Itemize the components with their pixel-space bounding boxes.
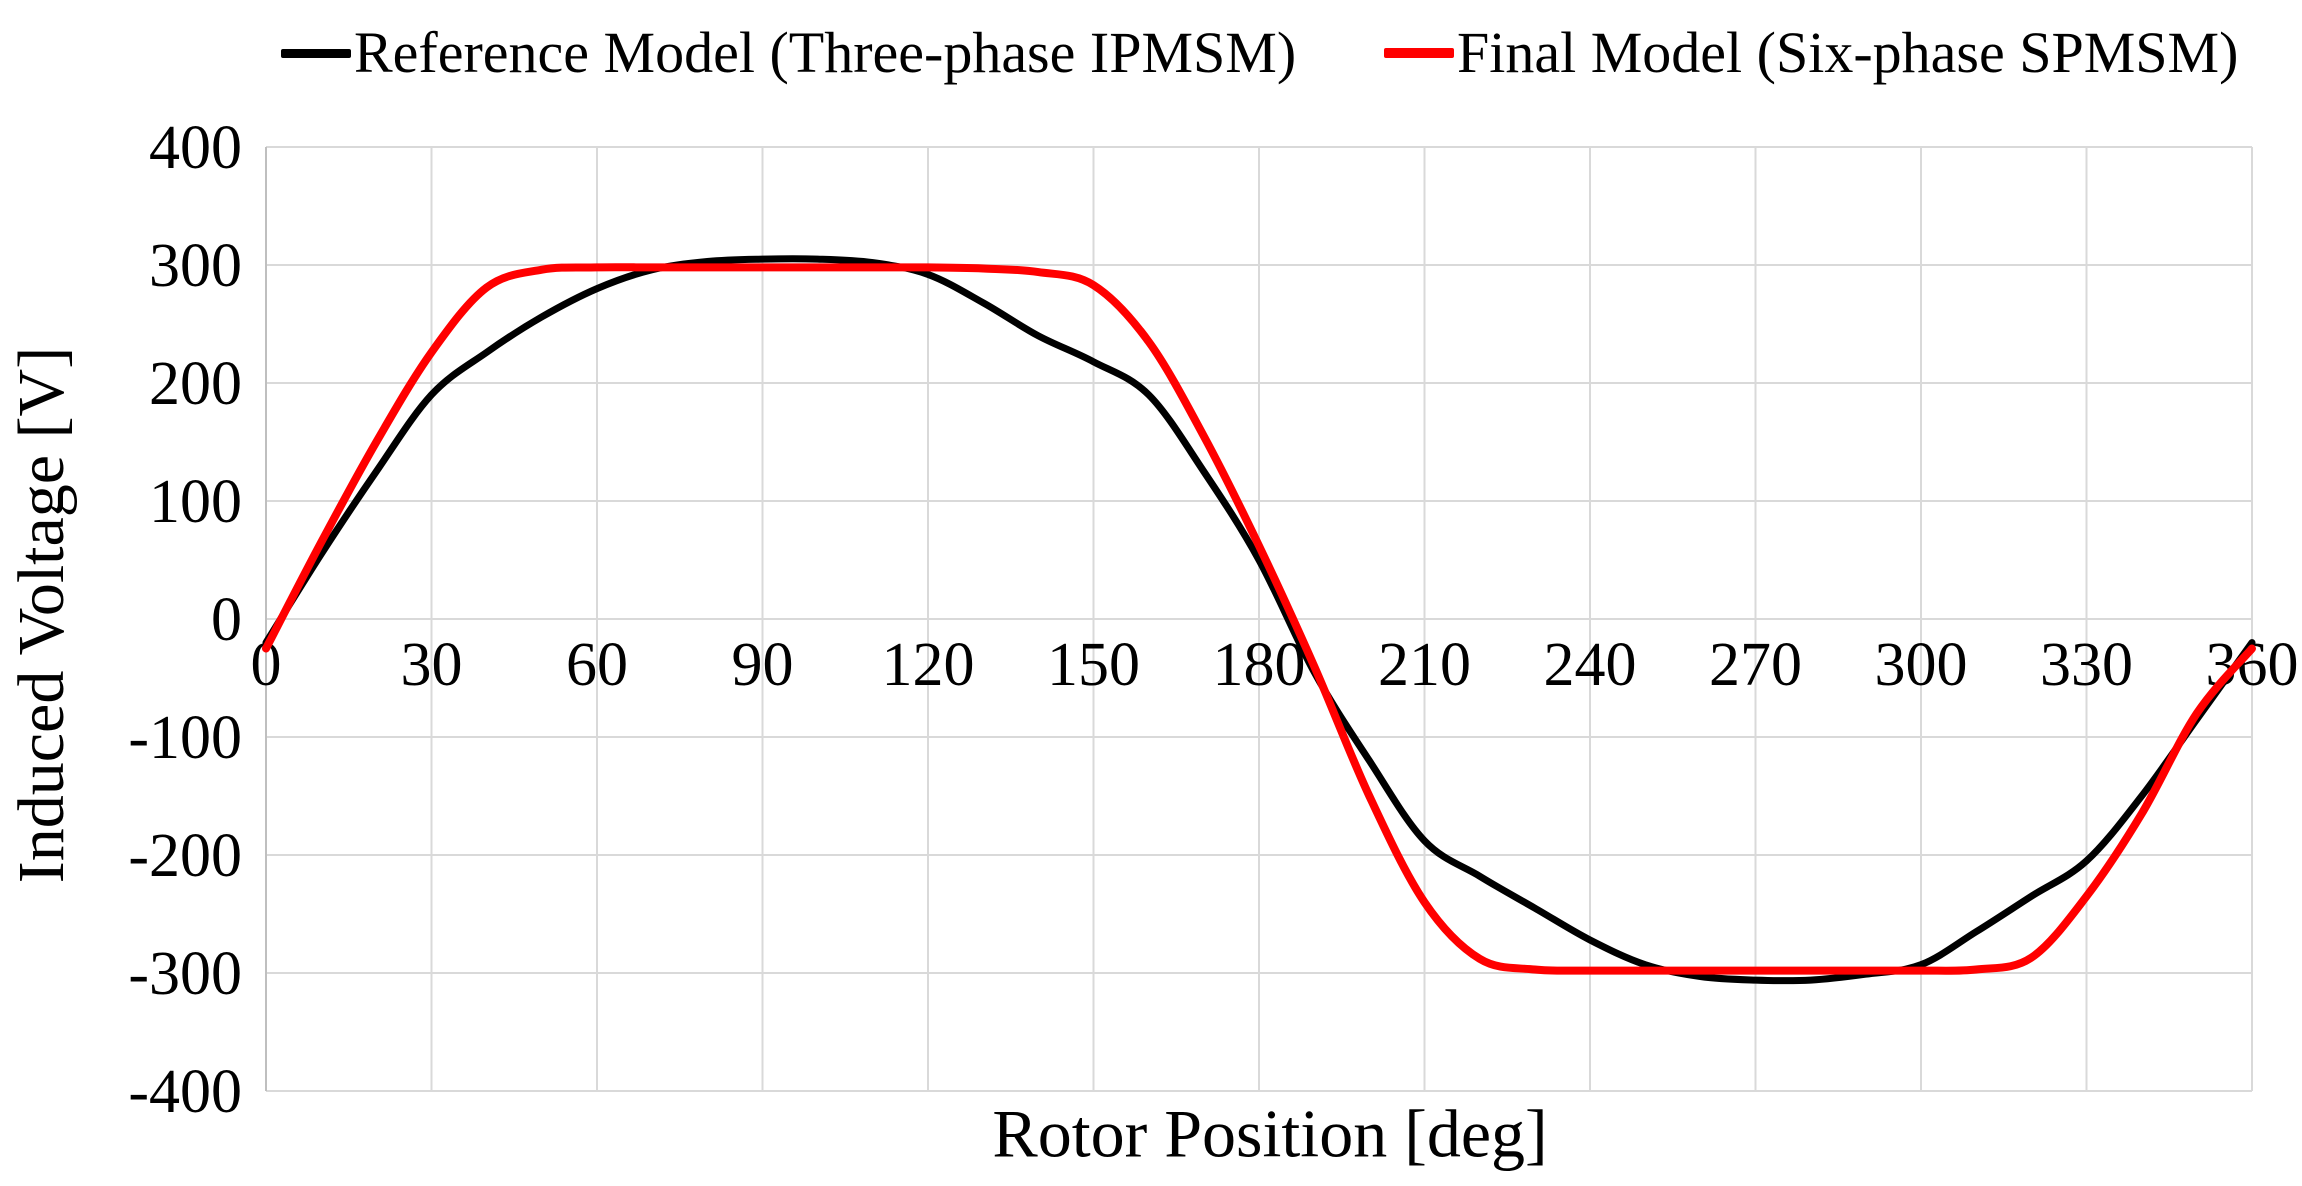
x-tick-label-30: 30 <box>401 631 463 699</box>
x-axis-title: Rotor Position [deg] <box>992 1095 1548 1172</box>
legend-item-final-model: Final Model (Six-phase SPMSM) <box>1384 22 2238 84</box>
x-tick-label-330: 330 <box>2040 631 2133 699</box>
legend-line-sample-red <box>1384 48 1454 58</box>
x-tick-label-180: 180 <box>1213 631 1306 699</box>
y-tick-label--300: -300 <box>128 940 242 1008</box>
legend-line-sample-black <box>281 48 351 58</box>
x-tick-label-150: 150 <box>1047 631 1140 699</box>
x-tick-label-270: 270 <box>1709 631 1802 699</box>
series-line-reference-model <box>262 255 2256 985</box>
y-tick-label--100: -100 <box>128 704 242 772</box>
legend-label-final-model: Final Model (Six-phase SPMSM) <box>1457 20 2239 85</box>
y-tick-label--200: -200 <box>128 822 242 890</box>
x-tick-label-120: 120 <box>882 631 975 699</box>
series-line-final-model <box>262 263 2256 975</box>
y-tick-label-300: 300 <box>149 232 242 300</box>
y-tick-label-100: 100 <box>149 468 242 536</box>
legend-item-reference-model: Reference Model (Three-phase IPMSM) <box>281 22 1296 84</box>
x-tick-label-300: 300 <box>1875 631 1968 699</box>
x-tick-label-90: 90 <box>732 631 794 699</box>
y-tick-label-200: 200 <box>149 350 242 418</box>
y-tick-label-400: 400 <box>149 114 242 182</box>
y-tick-label-0: 0 <box>211 586 242 654</box>
x-tick-label-60: 60 <box>566 631 628 699</box>
x-tick-label-210: 210 <box>1378 631 1471 699</box>
y-tick-label--400: -400 <box>128 1058 242 1126</box>
x-tick-label-240: 240 <box>1544 631 1637 699</box>
legend-label-reference-model: Reference Model (Three-phase IPMSM) <box>354 20 1297 85</box>
